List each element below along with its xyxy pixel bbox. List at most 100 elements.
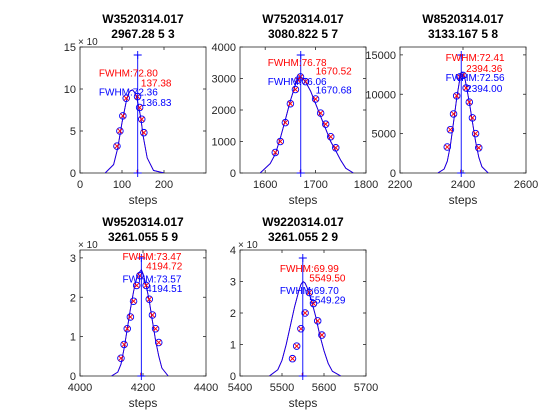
annotation: FWHM:69.99	[280, 264, 339, 275]
data-point-circle	[122, 94, 130, 102]
data-point-x	[123, 95, 129, 101]
data-point-circle	[120, 340, 128, 349]
data-point-x	[156, 339, 162, 346]
center-marker	[457, 169, 466, 177]
data-point-x	[312, 96, 319, 102]
y-tick-label: 5000	[372, 129, 396, 141]
plot-area	[437, 55, 489, 173]
data-point-circle	[129, 297, 138, 305]
y-tick-label: 10	[64, 84, 76, 96]
data-point-circle	[136, 271, 144, 280]
y-tick-label: 1	[230, 340, 236, 352]
data-point-x	[319, 332, 325, 338]
y-tick-label: 4000	[212, 42, 236, 54]
data-point-x	[141, 130, 147, 136]
data-point-circle	[117, 354, 125, 363]
annotation: 137.38	[141, 78, 172, 89]
data-point-x	[134, 282, 140, 289]
subplot-subtitle: 3261.055 2 9	[268, 230, 338, 244]
data-point-x	[292, 86, 299, 93]
data-point-x	[323, 121, 329, 127]
annotation: 5549.50	[309, 274, 346, 285]
subplot-1: 0 100 200 0 5 10 15 × 10 FWHM:72.80137.38FWHM:72…	[64, 12, 207, 207]
center-marker	[133, 169, 142, 177]
data-point-x	[139, 116, 145, 122]
center-marker	[298, 254, 307, 262]
data-point-x	[302, 79, 309, 85]
x-tick-label: 5700	[354, 382, 378, 394]
data-point-circle	[449, 110, 458, 118]
data-point-x	[333, 145, 339, 151]
data-point-x	[149, 312, 156, 318]
y-tick-label: 3000	[212, 74, 236, 86]
x-tick-label: 2400	[451, 179, 475, 191]
center-marker	[457, 51, 466, 59]
x-tick-label: 1700	[303, 179, 327, 191]
series-line-blue	[269, 280, 342, 376]
axes-box	[79, 249, 207, 377]
center-marker	[296, 169, 305, 177]
annotation: 4194.72	[146, 262, 183, 273]
y-tick-label: 4	[230, 245, 236, 257]
subplot-4: 4000 4200 4400 0 1 2 3× 10 FWHM:73.474194.72FWH…	[68, 215, 218, 410]
center-marker	[133, 51, 142, 59]
data-point-circle	[271, 148, 280, 157]
data-point-circle	[126, 313, 135, 321]
y-tick-label: 15000	[365, 50, 396, 62]
data-point-x	[466, 99, 472, 105]
data-point-x	[272, 149, 278, 156]
annotation: 5549.29	[309, 296, 346, 307]
x-tick-label: 0	[77, 179, 83, 191]
data-point-x	[318, 110, 324, 116]
data-point-circle	[154, 338, 163, 347]
data-point-circle	[309, 299, 318, 308]
x-tick-label: 5600	[312, 382, 336, 394]
data-point-circle	[297, 325, 305, 333]
data-point-x	[289, 356, 296, 362]
data-point-circle	[326, 133, 335, 141]
plot-area	[111, 258, 169, 376]
data-point-x	[152, 326, 159, 332]
data-point-circle	[459, 71, 467, 80]
x-tick-label: 4000	[68, 382, 92, 394]
subplot-subtitle: 2967.28 5 3	[111, 27, 175, 41]
annotation: FWHM:72.56	[446, 73, 505, 84]
annotation: FWHM:69.70	[280, 286, 339, 297]
data-point-circle	[301, 77, 310, 86]
data-point-circle	[475, 144, 483, 152]
data-point-circle	[465, 98, 474, 106]
data-point-circle	[151, 325, 160, 333]
subplot-title: W8520314.017	[422, 12, 504, 26]
y-multiplier: × 10	[78, 37, 98, 48]
x-tick-label: 1800	[354, 179, 378, 191]
data-point-circle	[332, 144, 340, 152]
data-point-circle	[321, 120, 330, 128]
y-tick-label: 2	[230, 308, 236, 320]
y-tick-label: 1	[70, 332, 76, 344]
data-point-circle	[148, 311, 157, 319]
data-point-circle	[318, 331, 326, 339]
y-tick-label: 0	[70, 371, 76, 383]
data-point-circle	[137, 115, 146, 123]
data-point-circle	[145, 295, 154, 303]
data-point-circle	[446, 125, 455, 134]
data-point-circle	[276, 137, 285, 146]
data-point-circle	[119, 112, 127, 120]
data-point-circle	[452, 92, 461, 100]
data-point-circle	[281, 118, 290, 127]
data-point-x	[454, 93, 460, 99]
data-point-x	[121, 341, 127, 348]
y-tick-label: 15	[64, 42, 76, 54]
data-point-x	[306, 289, 312, 296]
annotation: FWHM:72.41	[446, 53, 505, 64]
center-marker	[298, 372, 307, 380]
y-tick-label: 2	[70, 292, 76, 304]
center-marker	[137, 254, 146, 262]
data-point-x	[469, 115, 476, 121]
data-point-x	[130, 298, 137, 304]
series-line-blue	[104, 89, 165, 173]
subplot-subtitle: 3261.055 5 9	[108, 230, 178, 244]
x-axis-label: steps	[129, 396, 158, 410]
